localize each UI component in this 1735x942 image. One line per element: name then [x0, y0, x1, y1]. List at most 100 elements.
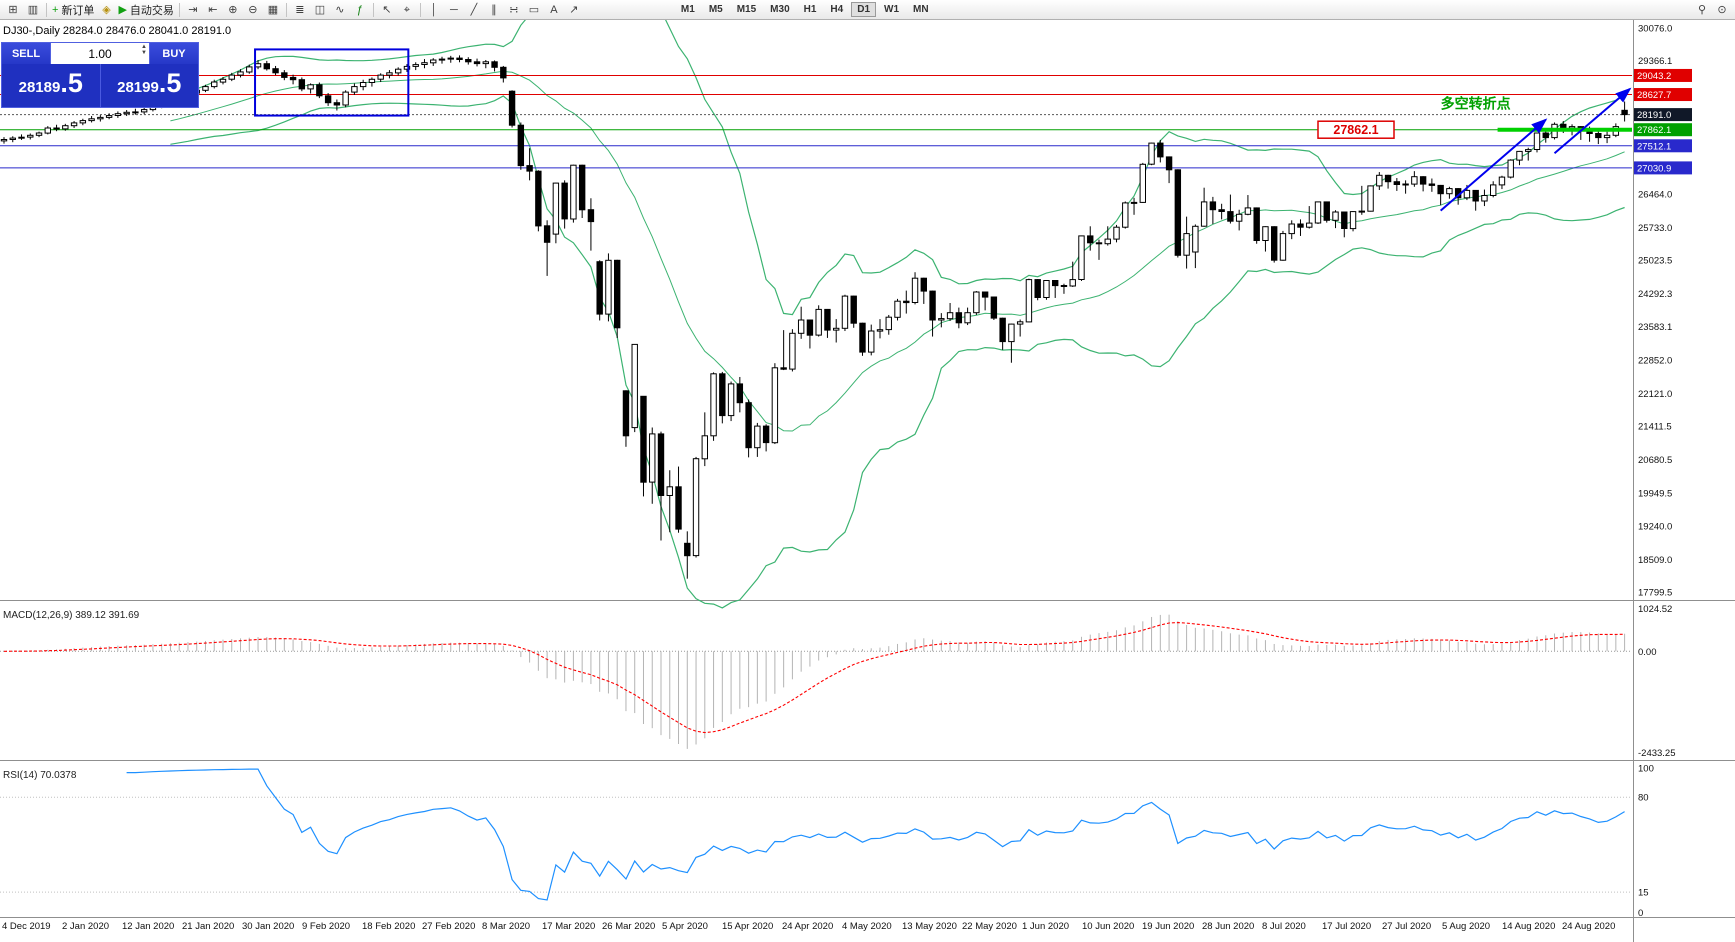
sell-button[interactable]: SELL [2, 43, 51, 64]
indicator-layer [0, 20, 1632, 901]
candle [421, 62, 428, 66]
channel-icon[interactable]: ∥ [484, 2, 504, 18]
candle [1069, 279, 1076, 287]
candle [18, 136, 25, 139]
auto-scroll-icon[interactable]: ⇤ [203, 2, 223, 18]
new-order-button[interactable]: + 新订单 [50, 2, 96, 18]
search-icon[interactable]: ⚲ [1692, 2, 1712, 18]
rsi-axis-label: 80 [1638, 793, 1649, 804]
zoom-out-icon[interactable]: ⊖ [243, 2, 263, 18]
time-axis-label: 24 Aug 2020 [1562, 921, 1615, 932]
toolbar-separator [372, 2, 374, 17]
sell-price-frac: .5 [60, 68, 83, 98]
bar-chart-icon[interactable]: ≣ [290, 2, 310, 18]
text-icon[interactable]: A [544, 2, 564, 18]
timeframe-w1[interactable]: W1 [884, 4, 900, 15]
chart-shift-icon: ⇥ [188, 3, 198, 16]
volume-stepper[interactable]: ▲ ▼ [141, 44, 147, 56]
candle [1419, 176, 1427, 185]
crosshair-icon[interactable]: ⌖ [397, 2, 417, 18]
buy-button[interactable]: BUY [149, 43, 198, 64]
turning-point-label[interactable]: 多空转折点 [1441, 96, 1511, 112]
cursor-icon[interactable]: ↖ [377, 2, 397, 18]
time-axis-label: 27 Feb 2020 [422, 921, 475, 932]
price-axis-label: 19240.0 [1638, 521, 1672, 532]
candle [1227, 211, 1234, 222]
timeframe-m5[interactable]: M5 [708, 4, 723, 15]
new-chart-icon[interactable]: ⊞ [3, 2, 23, 18]
time-axis-label: 30 Jan 2020 [242, 921, 294, 932]
vertical-line-icon[interactable]: │ [424, 2, 444, 18]
candle [97, 116, 104, 120]
buy-price-main: 28199 [117, 79, 159, 96]
profiles-icon[interactable]: ▥ [23, 2, 43, 18]
candle [999, 317, 1006, 343]
candle [1262, 226, 1269, 241]
price-axis[interactable] [1633, 20, 1735, 917]
volume-field[interactable]: 1.00 ▲ ▼ [51, 43, 149, 64]
candle [946, 312, 954, 320]
candle [123, 111, 130, 115]
candle [815, 308, 822, 336]
candle [1367, 185, 1374, 212]
autotrade-button[interactable]: ▶ 自动交易 [116, 2, 175, 18]
candle [368, 78, 376, 83]
candle [316, 84, 323, 97]
channel-icon: ∥ [491, 3, 497, 16]
zoom-cursor-icon[interactable]: ⊙ [1712, 2, 1732, 18]
sell-price[interactable]: 28189.5 [2, 64, 101, 107]
candle [754, 425, 761, 449]
candle [254, 63, 262, 68]
price-callout-box[interactable] [1317, 120, 1395, 139]
timeframe-h4[interactable]: H4 [830, 4, 844, 15]
candle [1411, 176, 1418, 185]
timeframe-mn[interactable]: MN [913, 4, 929, 15]
indicators-icon[interactable]: ƒ [350, 2, 370, 18]
zoom-in-icon[interactable]: ⊕ [223, 2, 243, 18]
timeframe-d1[interactable]: D1 [851, 2, 877, 17]
candle [403, 65, 411, 70]
price-badge [1634, 68, 1692, 82]
trendline-icon[interactable]: ╱ [464, 2, 484, 18]
candlestick-chart-icon: ◫ [314, 3, 326, 16]
candlestick-chart-icon[interactable]: ◫ [310, 2, 330, 18]
candle [500, 66, 507, 79]
arrow-tool-icon[interactable]: ↗ [564, 2, 584, 18]
candle [237, 71, 244, 76]
candle [911, 277, 919, 304]
fibonacci-icon[interactable]: ∺ [504, 2, 524, 18]
volume-down-icon[interactable]: ▼ [141, 50, 147, 56]
candle [727, 383, 735, 417]
candle [1148, 142, 1155, 165]
candle [1498, 176, 1506, 186]
auto-scroll-icon: ⇤ [208, 3, 218, 16]
line-chart-icon[interactable]: ∿ [330, 2, 350, 18]
candle [298, 79, 306, 90]
horizontal-line-icon[interactable]: ─ [444, 2, 464, 18]
candle [438, 58, 446, 61]
rectangle-object[interactable] [254, 48, 410, 117]
candle [543, 225, 551, 243]
timeframe-m30[interactable]: M30 [770, 4, 790, 15]
trend-arrow[interactable] [1553, 87, 1632, 154]
candle [1122, 202, 1129, 228]
tile-windows-icon[interactable]: ▦ [263, 2, 283, 18]
candle [1341, 211, 1348, 229]
time-axis-label: 17 Jul 2020 [1322, 921, 1371, 932]
time-axis[interactable] [0, 917, 1735, 942]
timeframe-h1[interactable]: H1 [803, 4, 817, 15]
trend-arrow[interactable] [1439, 118, 1548, 212]
candle [806, 319, 814, 336]
expert-advisors-icon[interactable]: ◈ [96, 2, 116, 18]
price-badge [1634, 161, 1692, 175]
buy-price[interactable]: 28199.5 [101, 64, 199, 107]
price-axis-label: 21411.5 [1638, 422, 1672, 433]
timeframe-m15[interactable]: M15 [736, 4, 757, 15]
chart-shift-icon[interactable]: ⇥ [183, 2, 203, 18]
timeframe-m1[interactable]: M1 [680, 4, 695, 15]
candle [1183, 233, 1190, 256]
time-axis-label: 9 Feb 2020 [302, 921, 350, 932]
volume-up-icon[interactable]: ▲ [141, 44, 147, 50]
shapes-icon[interactable]: ▭ [524, 2, 544, 18]
time-axis-label: 5 Apr 2020 [662, 921, 708, 932]
